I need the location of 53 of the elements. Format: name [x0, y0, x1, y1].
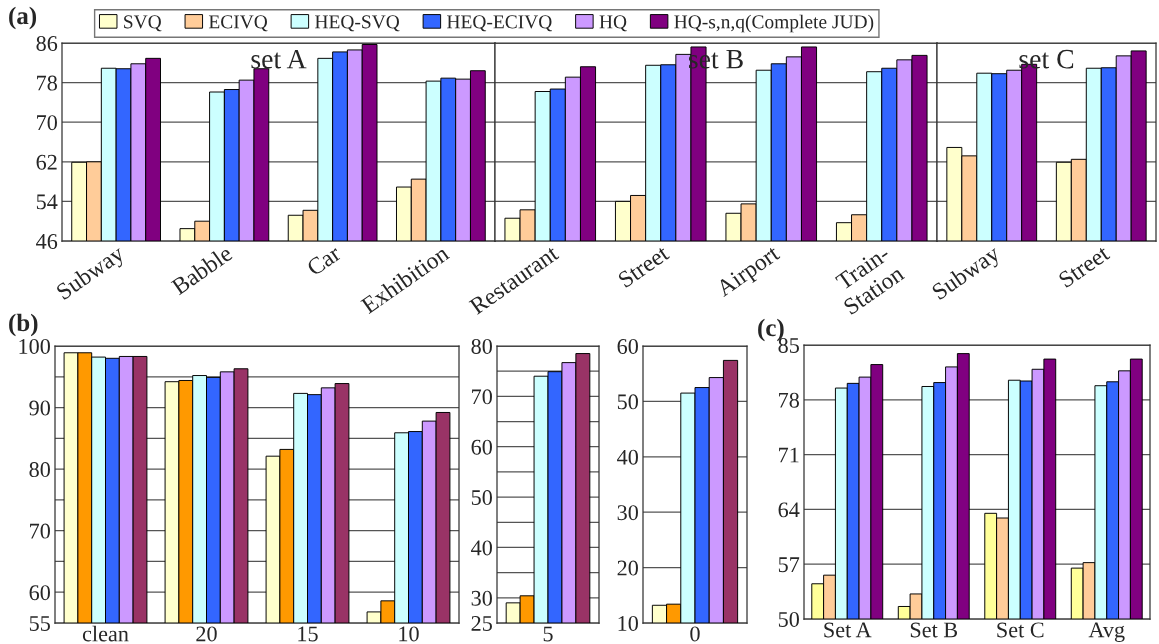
y-tick-label: 60: [471, 439, 492, 455]
y-tick-label: 80: [471, 338, 492, 354]
chart-title: set C: [1019, 49, 1074, 69]
x-tick-label: Street: [617, 244, 671, 289]
text: (b): [9, 313, 38, 337]
y-tick-label: 20: [617, 560, 638, 576]
y-tick-label: 80: [29, 462, 50, 478]
y-tick-label: 54: [36, 194, 58, 210]
text: (a): [9, 6, 37, 30]
y-tick-label: 78: [779, 392, 799, 408]
y-tick-label: 64: [778, 502, 800, 518]
chart-title: set A: [251, 49, 307, 69]
x-tick-label: Car: [305, 244, 342, 277]
x-tick-label: Set A: [824, 622, 872, 638]
x-tick-label: 15: [298, 626, 318, 642]
y-tick-label: 50: [471, 490, 492, 506]
legend-label: HEQ-SVQ: [315, 15, 400, 32]
y-tick-label: 50: [617, 394, 638, 410]
x-tick-label: Set C: [997, 622, 1044, 638]
y-tick-label: 60: [617, 338, 638, 354]
legend-label: HQ-s,n,q(Complete JUD): [674, 14, 874, 33]
x-tick-label: Avg: [1088, 622, 1125, 642]
y-tick-label: 50: [778, 611, 799, 627]
y-tick-label: 46: [36, 233, 58, 249]
x-tick-label: clean: [82, 625, 129, 642]
y-tick-label: 70: [472, 389, 492, 405]
y-tick-label: 30: [471, 590, 492, 606]
y-tick-label: 70: [30, 523, 50, 539]
legend-label: HEQ-ECIVQ: [447, 15, 552, 32]
y-tick-label: 60: [29, 585, 50, 601]
x-tick-label: 5: [543, 626, 553, 642]
x-tick-label: 20: [196, 626, 217, 642]
x-tick-label: 10: [399, 626, 419, 642]
y-tick-label: 70: [37, 115, 57, 131]
legend-label: SVQ: [124, 15, 162, 32]
y-tick-label: 40: [617, 449, 638, 465]
y-tick-label: 40: [471, 540, 492, 556]
y-tick-label: 100: [19, 338, 50, 354]
y-tick-label: 71: [779, 447, 799, 463]
y-tick-label: 62: [36, 154, 57, 170]
legend-label: ECIVQ: [208, 15, 268, 32]
legend-label: HQ: [599, 15, 627, 32]
y-tick-label: 55: [29, 616, 50, 631]
y-tick-label: 78: [37, 75, 57, 91]
y-tick-label: 25: [471, 615, 492, 631]
y-tick-label: 30: [617, 505, 638, 521]
x-tick-label: 0: [690, 626, 700, 642]
x-tick-label: Street: [1057, 244, 1111, 289]
y-tick-label: 86: [36, 35, 58, 51]
y-tick-label: 90: [29, 400, 50, 416]
chart-title: set B: [688, 50, 743, 69]
y-tick-label: 57: [778, 557, 800, 573]
x-tick-label: Set B: [910, 622, 958, 638]
